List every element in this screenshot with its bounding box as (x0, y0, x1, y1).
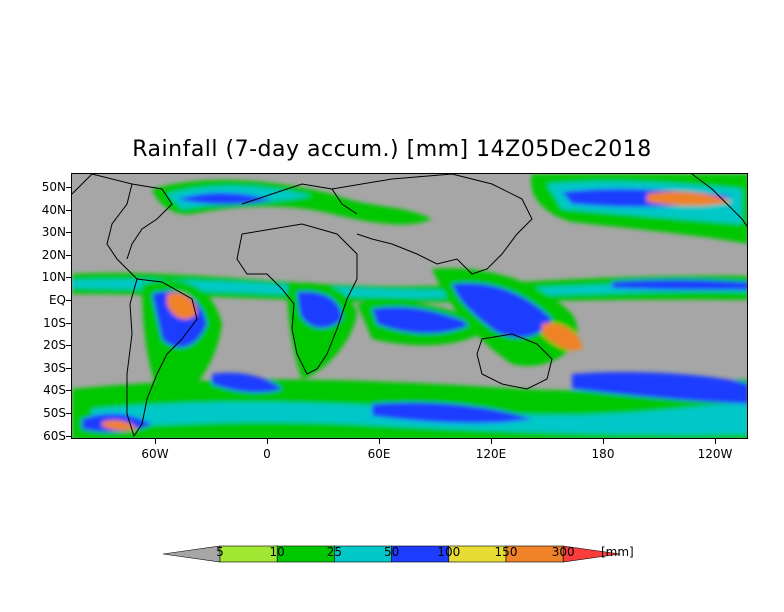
latitude-tick (66, 367, 71, 369)
latitude-label: 60S (43, 428, 66, 443)
legend-unit: [mm] (601, 545, 634, 559)
latitude-label: EQ (48, 293, 66, 307)
latitude-tick (66, 209, 71, 211)
coastlines (72, 174, 747, 438)
legend-label: 300 (551, 545, 575, 559)
legend-label: 5 (216, 545, 224, 559)
legend-label: 25 (326, 545, 343, 559)
latitude-label: 30S (43, 360, 66, 375)
latitude-tick (66, 187, 71, 188)
legend-label: 10 (269, 545, 285, 559)
legend-swatch (562, 545, 621, 563)
latitude-label: 10S (43, 315, 66, 330)
longitude-tick (155, 439, 156, 444)
longitude-label: 120W (697, 447, 733, 461)
latitude-label: 40S (43, 383, 66, 398)
latitude-tick (66, 277, 71, 279)
latitude-tick (66, 390, 71, 392)
legend-label: 150 (494, 545, 518, 559)
longitude-label: 60W (141, 447, 169, 461)
latitude-tick (66, 345, 71, 347)
longitude-label: 180 (591, 447, 615, 461)
latitude-label: 30N (41, 225, 66, 240)
legend-label: 50 (383, 545, 400, 559)
longitude-tick (267, 439, 268, 444)
latitude-label: 40N (41, 202, 66, 217)
map-title: Rainfall (7-day accum.) [mm] 14Z05Dec201… (132, 137, 652, 162)
latitude-label: 50S (43, 406, 66, 420)
legend-label: 100 (437, 545, 461, 559)
longitude-tick (715, 439, 716, 444)
longitude-label: 60E (367, 447, 391, 461)
latitude-tick (66, 435, 71, 437)
latitude-label: 20S (43, 338, 66, 353)
latitude-label: 20N (41, 247, 66, 262)
latitude-tick (66, 232, 71, 234)
latitude-tick (66, 413, 71, 414)
latitude-tick (66, 300, 71, 301)
longitude-tick (603, 439, 604, 444)
longitude-label: 0 (263, 447, 271, 461)
latitude-tick (66, 322, 71, 324)
latitude-label: 10N (41, 270, 66, 285)
rain-field (72, 174, 747, 438)
longitude-tick (379, 439, 380, 444)
latitude-tick (66, 254, 71, 256)
color-legend (163, 545, 621, 563)
longitude-tick (491, 439, 492, 444)
latitude-label: 50N (41, 180, 66, 194)
rainfall-map (71, 173, 748, 439)
rainfall-map-canvas (72, 174, 747, 438)
longitude-label: 120E (475, 447, 507, 461)
